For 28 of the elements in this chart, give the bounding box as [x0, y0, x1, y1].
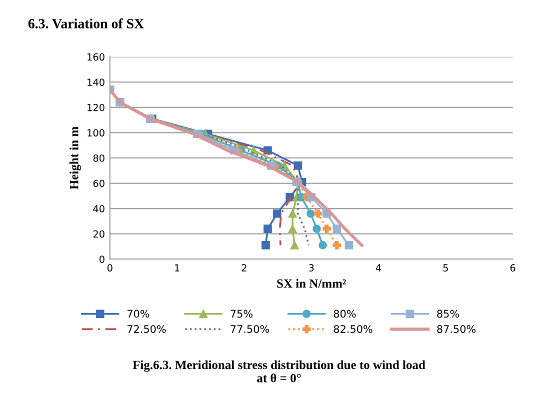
y-tick-label: 20	[93, 230, 104, 238]
legend-label: 85%	[437, 310, 460, 318]
y-axis-title: Height in m	[70, 126, 81, 190]
legend-label: 87.50%	[437, 325, 476, 333]
y-tick-label: 120	[88, 104, 104, 112]
x-axis-title: SX in N/mm²	[277, 278, 346, 288]
legend-label: 75%	[230, 310, 252, 318]
caption: Fig.6.3. Meridional stress distribution due to wind load at θ = 0°	[132, 360, 426, 382]
y-tick-label: 100	[88, 129, 104, 137]
x-tick-label: 2	[242, 264, 246, 272]
chart-title: 6.3. Variation of SX	[28, 18, 144, 28]
y-tick-label: 60	[93, 180, 104, 188]
y-tick-label: 160	[88, 53, 104, 61]
x-tick-label: 1	[175, 264, 180, 272]
legend-label: 72.50%	[128, 325, 166, 333]
y-tick-label: 0	[100, 256, 104, 263]
x-tick-label: 0	[107, 264, 112, 272]
x-tick-label: 4	[376, 264, 382, 272]
x-tick-label: 5	[443, 264, 448, 272]
legend-label: 77.50%	[230, 325, 270, 333]
legend-label: 80%	[334, 310, 356, 318]
y-tick-label: 40	[93, 205, 104, 212]
legend-label: 82.50%	[334, 325, 372, 333]
x-tick-label: 3	[309, 264, 314, 272]
y-tick-label: 80	[93, 154, 104, 162]
x-tick-label: 6	[510, 264, 516, 272]
y-tick-label: 140	[88, 78, 104, 86]
legend-label: 70%	[128, 310, 150, 318]
